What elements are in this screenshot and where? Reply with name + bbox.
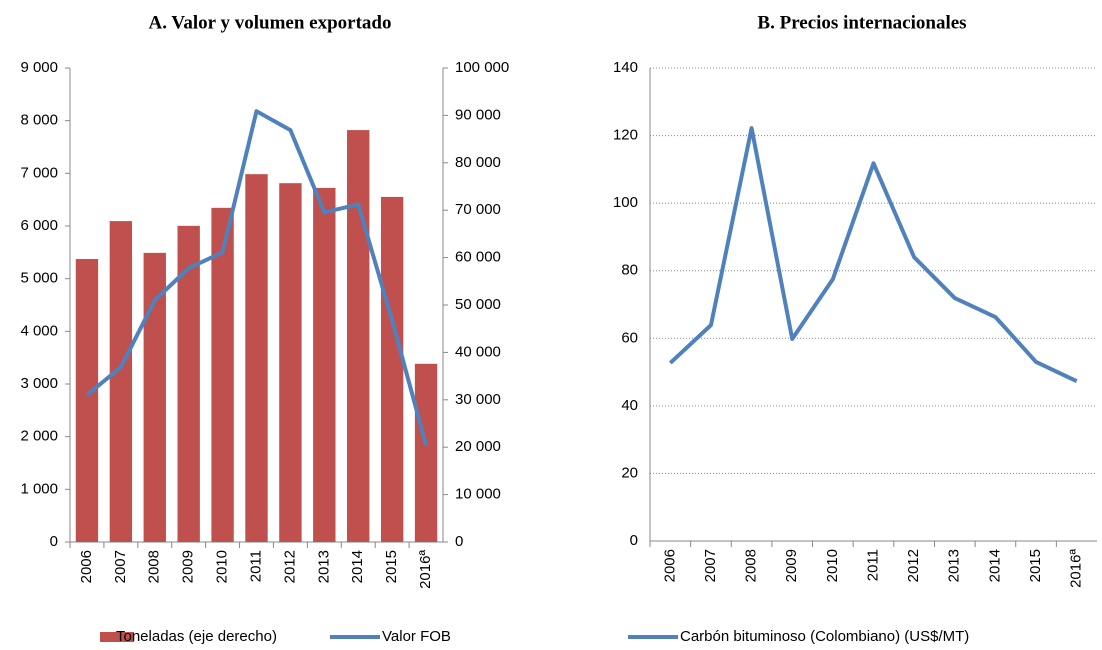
x-tick-label: 2012 [905,549,922,582]
y2-tick-label: 10 000 [455,486,501,503]
x-tick-label: 2010 [214,550,231,583]
y-tick-label: 140 [613,59,638,76]
x-tick-label: 2006 [661,549,678,582]
y-tick-label: 8 000 [20,112,58,129]
y2-tick-label: 70 000 [455,201,501,218]
bar [143,252,166,543]
bar [279,183,302,542]
y-tick-label: 6 000 [20,217,58,234]
x-tick-label: 2015 [1027,549,1044,582]
line [668,126,1078,384]
y-tick-label: 100 [613,194,638,211]
y2-tick-label: 20 000 [455,438,501,455]
x-tick-label: 2014 [349,550,366,583]
x-tick-label: 2016ª [1068,549,1085,588]
y-tick-label: 40 [621,397,638,414]
y-tick-label: 4 000 [20,322,58,339]
y-tick-label: 60 [621,329,638,346]
chart-title: B. Precios internacionales [757,12,966,33]
x-tick-label: 2008 [743,549,760,582]
x-tick-label: 2013 [946,549,963,582]
x-tick-label: 2011 [247,550,264,582]
y-tick-label: 0 [630,532,638,549]
x-tick-label: 2006 [78,550,95,583]
x-tick-label: 2016ª [417,550,434,589]
bar [245,174,268,542]
y2-tick-label: 90 000 [455,106,501,123]
y2-tick-label: 0 [455,533,463,550]
x-tick-label: 2010 [824,549,841,582]
y-tick-label: 3 000 [20,375,58,392]
y2-tick-label: 100 000 [455,59,509,76]
y2-tick-label: 30 000 [455,391,501,408]
bar [109,221,133,543]
y-tick-label: 9 000 [20,59,58,76]
x-tick-label: 2009 [180,550,197,583]
y-tick-label: 2 000 [20,428,58,445]
y-tick-label: 80 [621,262,638,279]
x-tick-label: 2009 [783,549,800,582]
legend-label: Toneladas (eje derecho) [116,628,277,645]
y-tick-label: 0 [50,533,58,550]
bar [177,225,200,543]
y2-tick-label: 40 000 [455,343,501,360]
bar [380,196,404,543]
bar [313,187,336,542]
bar [414,363,438,542]
x-tick-label: 2013 [315,550,332,583]
x-tick-label: 2007 [702,549,719,582]
y-tick-label: 1 000 [20,480,58,497]
x-tick-label: 2012 [281,550,298,583]
bar [211,207,234,542]
line [85,109,428,446]
y-tick-label: 120 [613,127,638,144]
x-tick-label: 2007 [112,550,129,583]
bar [347,130,370,542]
legend-label: Carbón bituminoso (Colombiano) (US$/MT) [680,628,969,645]
x-tick-label: 2015 [383,550,400,583]
legend-swatch [100,632,134,642]
y-tick-label: 5 000 [20,270,58,287]
chart-title: A. Valor y volumen exportado [149,12,392,33]
x-tick-label: 2014 [986,549,1003,582]
x-tick-label: 2008 [146,550,163,583]
x-tick-label: 2011 [864,549,881,581]
y-tick-label: 20 [621,464,638,481]
bar [75,259,99,542]
y-tick-label: 7 000 [20,164,58,181]
y2-tick-label: 50 000 [455,296,501,313]
y2-tick-label: 80 000 [455,154,501,171]
y2-tick-label: 60 000 [455,249,501,266]
legend-label: Valor FOB [382,628,451,645]
